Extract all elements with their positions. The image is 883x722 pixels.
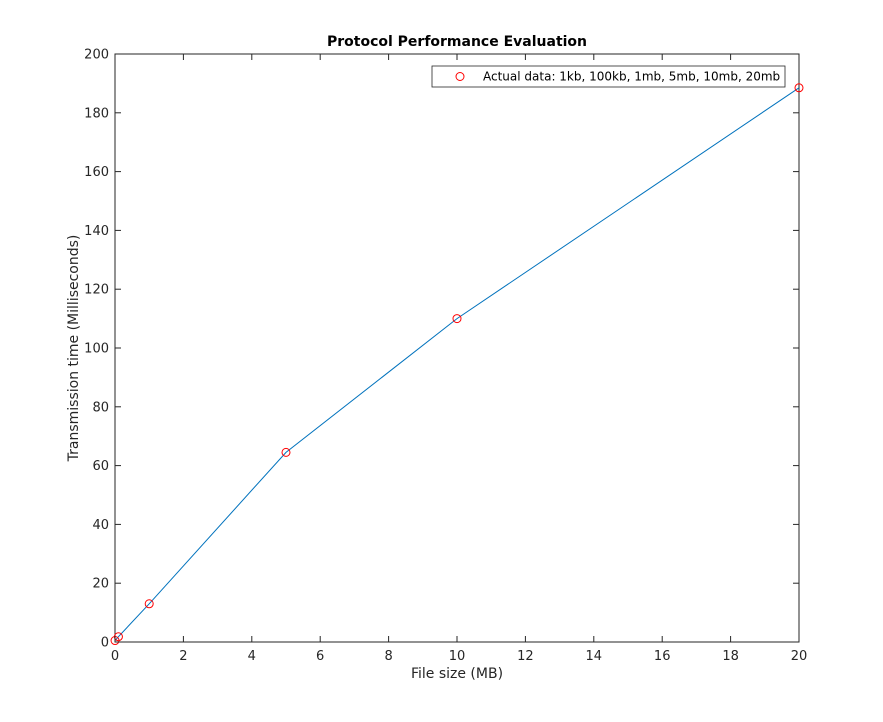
x-tick-label: 10 [449, 649, 466, 664]
series-layer [110, 83, 804, 646]
x-tick-label: 14 [586, 649, 603, 664]
x-axis-ticks: 0 2 4 6 8 10 12 14 16 18 20 [111, 54, 807, 664]
data-point [144, 599, 154, 609]
x-tick-label: 2 [179, 649, 187, 664]
y-tick-label: 40 [92, 518, 109, 533]
x-tick-label: 6 [316, 649, 324, 664]
y-tick-label: 160 [84, 165, 109, 180]
legend: Actual data: 1kb, 100kb, 1mb, 5mb, 10mb,… [431, 65, 786, 88]
y-tick-label: 120 [84, 283, 109, 298]
legend-box [431, 65, 786, 88]
x-tick-label: 12 [517, 649, 534, 664]
data-point [452, 314, 462, 324]
plot-area [110, 53, 804, 646]
y-tick-label: 0 [101, 636, 109, 651]
legend-marker-icon [455, 72, 465, 81]
data-point [113, 632, 123, 642]
y-tick-label: 200 [84, 48, 109, 63]
data-point [281, 447, 291, 457]
x-axis-label: File size (MB) [411, 666, 503, 682]
y-tick-label: 60 [92, 459, 109, 474]
chart-title: Protocol Performance Evaluation [327, 34, 587, 50]
y-tick-label: 140 [84, 224, 109, 239]
y-tick-label: 100 [84, 342, 109, 357]
y-tick-label: 20 [92, 577, 109, 592]
x-tick-label: 0 [111, 649, 119, 664]
data-point [794, 83, 804, 93]
y-tick-label: 180 [84, 106, 109, 121]
axes-box [114, 53, 800, 643]
legend-entry-label: Actual data: 1kb, 100kb, 1mb, 5mb, 10mb,… [483, 70, 780, 84]
x-tick-label: 8 [384, 649, 392, 664]
x-tick-label: 20 [791, 649, 808, 664]
y-tick-label: 80 [92, 400, 109, 415]
x-tick-label: 4 [248, 649, 256, 664]
x-tick-label: 16 [654, 649, 671, 664]
y-axis-ticks: 0 20 40 60 80 100 120 140 160 180 200 [84, 48, 799, 651]
y-axis-label: Transmission time (Milliseconds) [66, 235, 82, 463]
x-tick-label: 18 [722, 649, 739, 664]
